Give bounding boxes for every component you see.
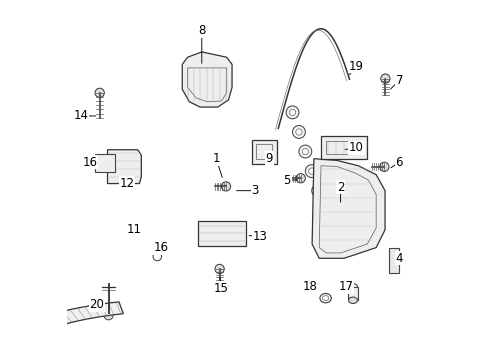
Text: 10: 10: [348, 141, 363, 154]
Circle shape: [380, 74, 389, 83]
Text: 20: 20: [89, 298, 104, 311]
Circle shape: [221, 182, 230, 191]
Ellipse shape: [348, 297, 357, 303]
Text: 1: 1: [212, 152, 219, 165]
Polygon shape: [311, 159, 384, 258]
Circle shape: [296, 174, 305, 183]
Polygon shape: [182, 52, 232, 107]
Text: 3: 3: [251, 184, 258, 197]
Bar: [347, 207, 363, 217]
Circle shape: [298, 145, 311, 158]
Text: 6: 6: [395, 156, 402, 169]
Text: 19: 19: [348, 60, 364, 73]
Text: 2: 2: [336, 181, 344, 194]
Polygon shape: [388, 248, 399, 273]
Polygon shape: [320, 135, 366, 159]
Text: 17: 17: [338, 280, 353, 293]
Circle shape: [292, 126, 305, 138]
Polygon shape: [197, 221, 246, 246]
Polygon shape: [0, 302, 123, 360]
Text: 14: 14: [73, 109, 88, 122]
Polygon shape: [107, 150, 141, 184]
Circle shape: [104, 311, 113, 320]
Circle shape: [305, 165, 318, 177]
Circle shape: [285, 106, 298, 119]
Bar: [347, 235, 363, 246]
Text: 7: 7: [395, 74, 402, 87]
Text: 15: 15: [213, 282, 228, 295]
Polygon shape: [95, 154, 114, 172]
Text: 12: 12: [120, 177, 134, 190]
Text: 5: 5: [283, 174, 290, 186]
Bar: [347, 287, 357, 300]
Text: 18: 18: [302, 280, 317, 293]
Circle shape: [379, 162, 388, 171]
Circle shape: [215, 264, 224, 274]
Polygon shape: [251, 140, 276, 164]
Text: 8: 8: [198, 24, 205, 37]
Text: 16: 16: [153, 241, 168, 254]
Text: 13: 13: [253, 230, 267, 243]
Circle shape: [95, 88, 104, 98]
Bar: [325, 194, 341, 204]
Text: 16: 16: [82, 156, 97, 169]
Text: 9: 9: [265, 152, 273, 165]
Text: 4: 4: [395, 252, 402, 265]
Text: 11: 11: [126, 223, 142, 236]
Bar: [325, 223, 341, 233]
Ellipse shape: [348, 284, 357, 290]
Circle shape: [311, 184, 324, 197]
